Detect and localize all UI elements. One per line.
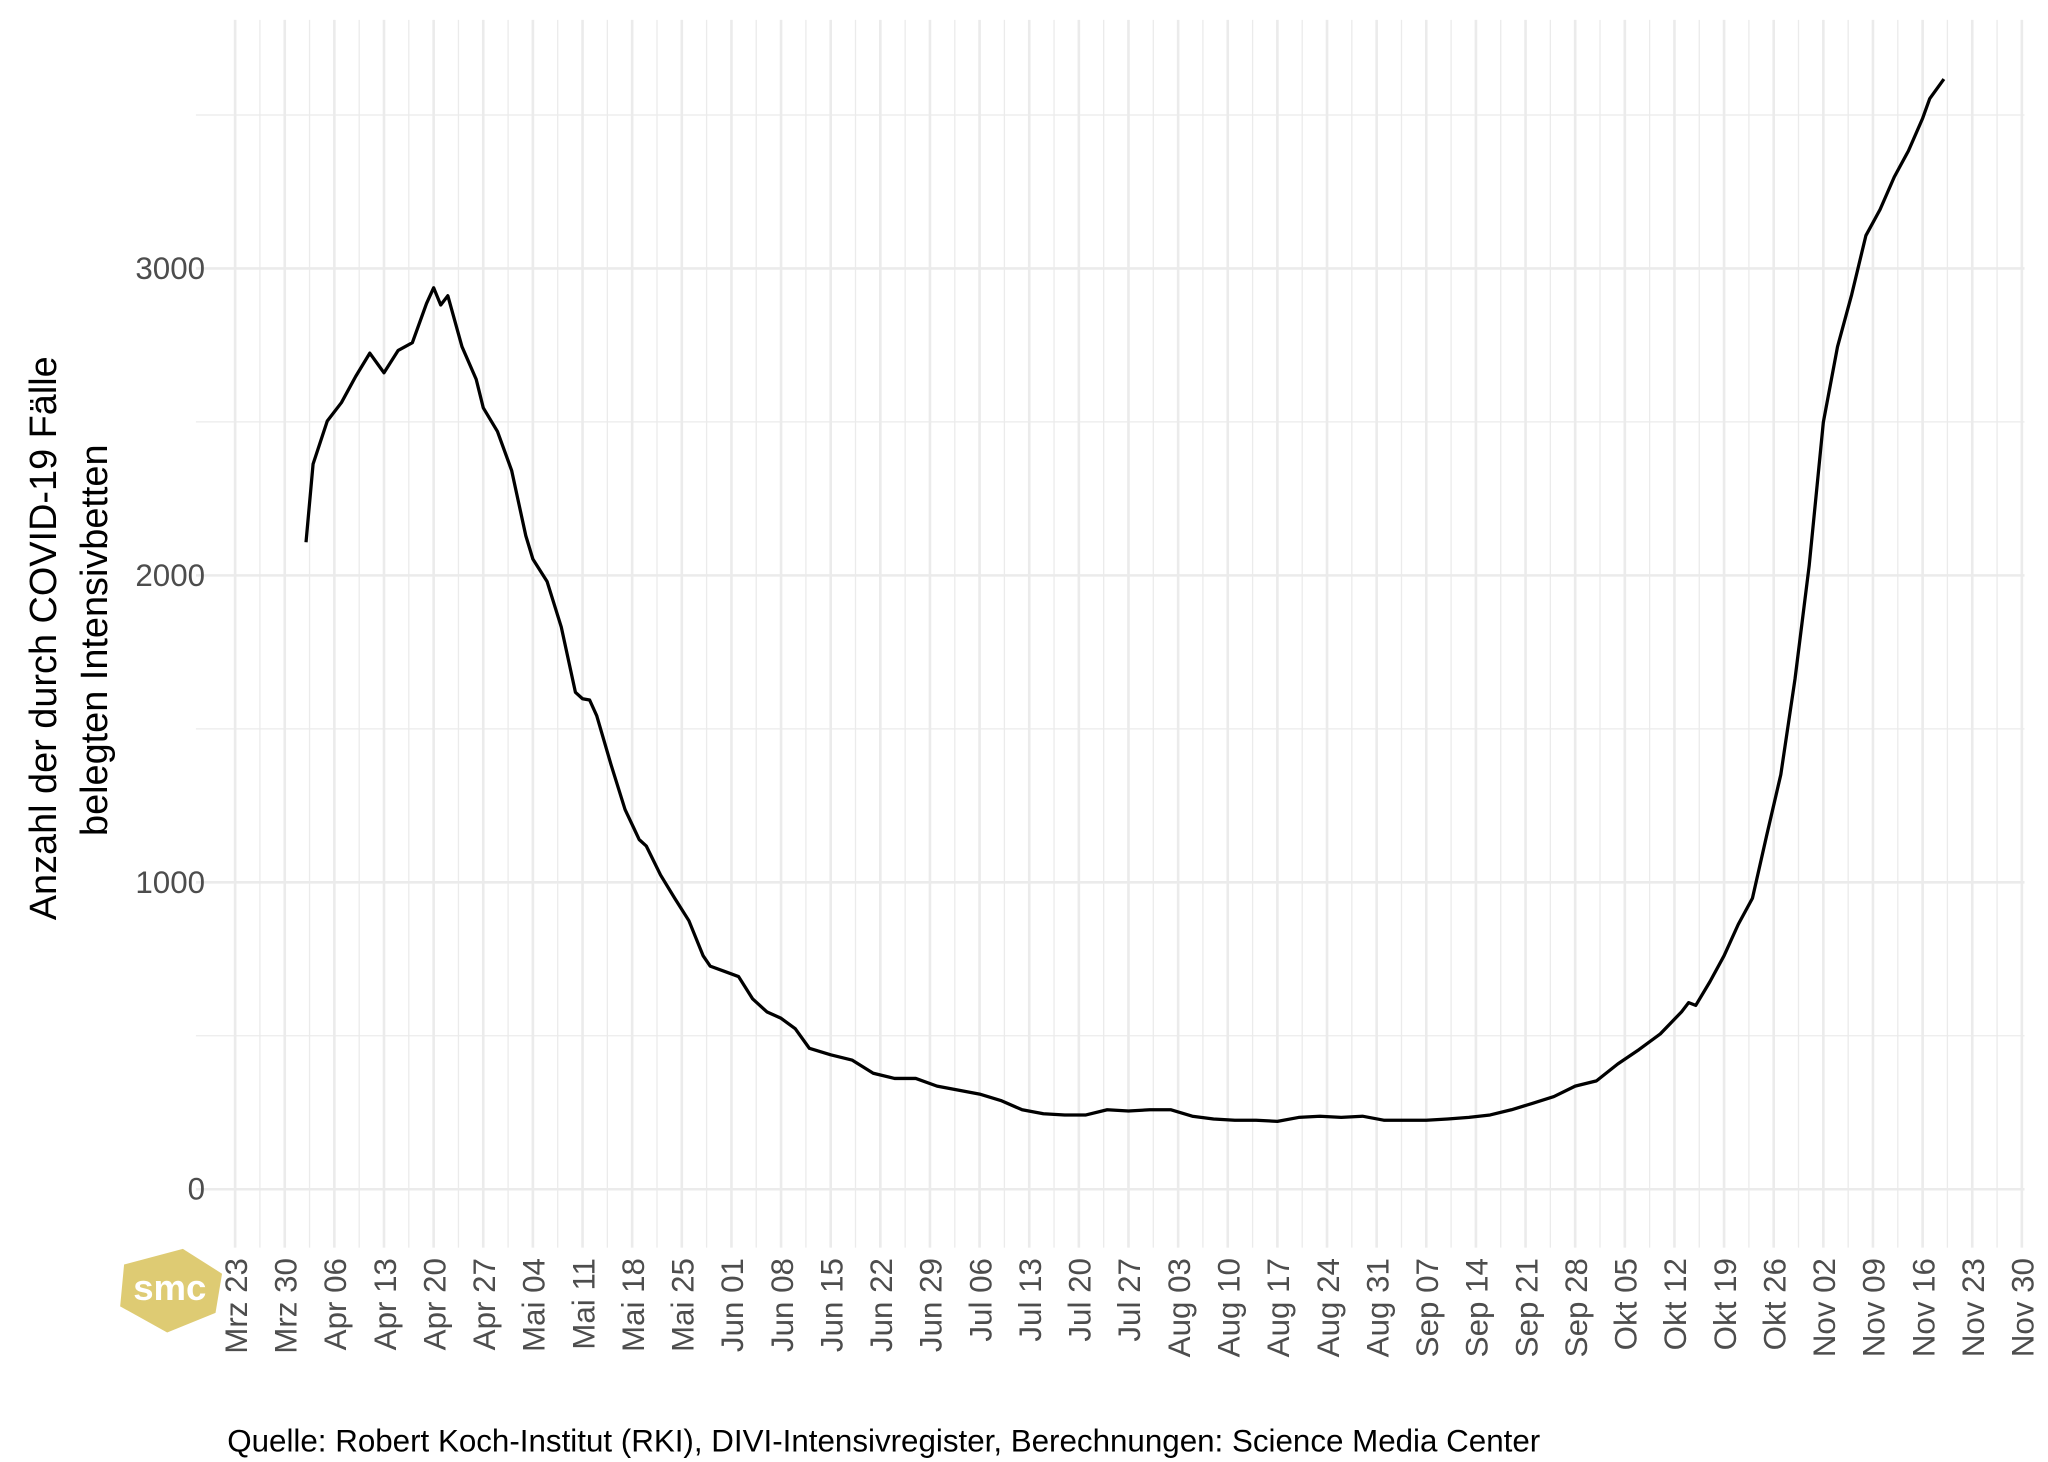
x-tick-label: Nov 02 [1807, 1258, 1842, 1357]
x-tick-label: Aug 31 [1360, 1258, 1395, 1357]
x-tick-label: Jun 08 [765, 1258, 800, 1352]
x-tick-label: Okt 26 [1757, 1258, 1792, 1350]
caption: Quelle: Robert Koch-Institut (RKI), DIVI… [227, 1423, 1540, 1458]
x-tick-label: Aug 03 [1162, 1258, 1197, 1357]
logo-text: smc [133, 1267, 206, 1308]
x-tick-label: Okt 05 [1609, 1258, 1644, 1350]
x-tick-label: Jun 29 [914, 1258, 949, 1352]
x-tick-label: Apr 20 [417, 1258, 452, 1350]
x-tick-label: Aug 10 [1212, 1258, 1247, 1357]
x-tick-label: Okt 19 [1708, 1258, 1743, 1350]
y-tick-label: 1000 [135, 865, 205, 900]
logo-shape [120, 1248, 223, 1333]
x-tick-label: Jul 06 [963, 1258, 998, 1342]
x-tick-label: Okt 12 [1658, 1258, 1693, 1350]
y-axis-title: Anzahl der durch COVID-19 Fälle [23, 356, 65, 920]
x-tick-label: Aug 24 [1311, 1258, 1346, 1357]
x-tick-label: Mai 11 [566, 1258, 601, 1350]
x-tick-label: Mai 18 [616, 1258, 651, 1352]
x-tick-label: Apr 27 [467, 1258, 502, 1350]
x-tick-label: Mrz 30 [268, 1258, 303, 1354]
x-tick-label: Mai 25 [666, 1258, 701, 1352]
x-tick-label: Jul 13 [1013, 1258, 1048, 1342]
grid [195, 19, 2025, 1248]
x-tick-label: Sep 28 [1559, 1258, 1594, 1357]
x-tick-label: Aug 17 [1261, 1258, 1296, 1357]
x-tick-label: Jun 01 [715, 1258, 750, 1352]
x-tick-label: Mai 04 [517, 1258, 552, 1352]
x-tick-label: Sep 21 [1509, 1258, 1544, 1357]
x-tick-label: Mrz 23 [219, 1258, 254, 1354]
logo: smc [120, 1248, 223, 1333]
x-tick-label: Sep 07 [1410, 1258, 1445, 1357]
x-tick-label: Jun 22 [864, 1258, 899, 1352]
x-tick-label: Jun 15 [814, 1258, 849, 1352]
x-tick-label: Apr 06 [318, 1258, 353, 1350]
y-tick-label: 2000 [135, 558, 205, 593]
y-axis-title: belegten Intensivbetten [74, 444, 116, 836]
data-line [304, 78, 1946, 1124]
x-tick-label: Jul 27 [1112, 1258, 1147, 1342]
y-tick-label: 0 [188, 1172, 205, 1207]
x-tick-label: Jul 20 [1063, 1258, 1098, 1342]
x-tick-label: Nov 16 [1906, 1258, 1941, 1357]
x-tick-label: Nov 30 [2006, 1258, 2041, 1357]
x-tick-label: Nov 09 [1857, 1258, 1892, 1357]
y-tick-label: 3000 [135, 251, 205, 286]
x-tick-label: Sep 14 [1460, 1258, 1495, 1357]
x-tick-label: Apr 13 [368, 1258, 403, 1350]
x-tick-label: Nov 23 [1956, 1258, 1991, 1357]
